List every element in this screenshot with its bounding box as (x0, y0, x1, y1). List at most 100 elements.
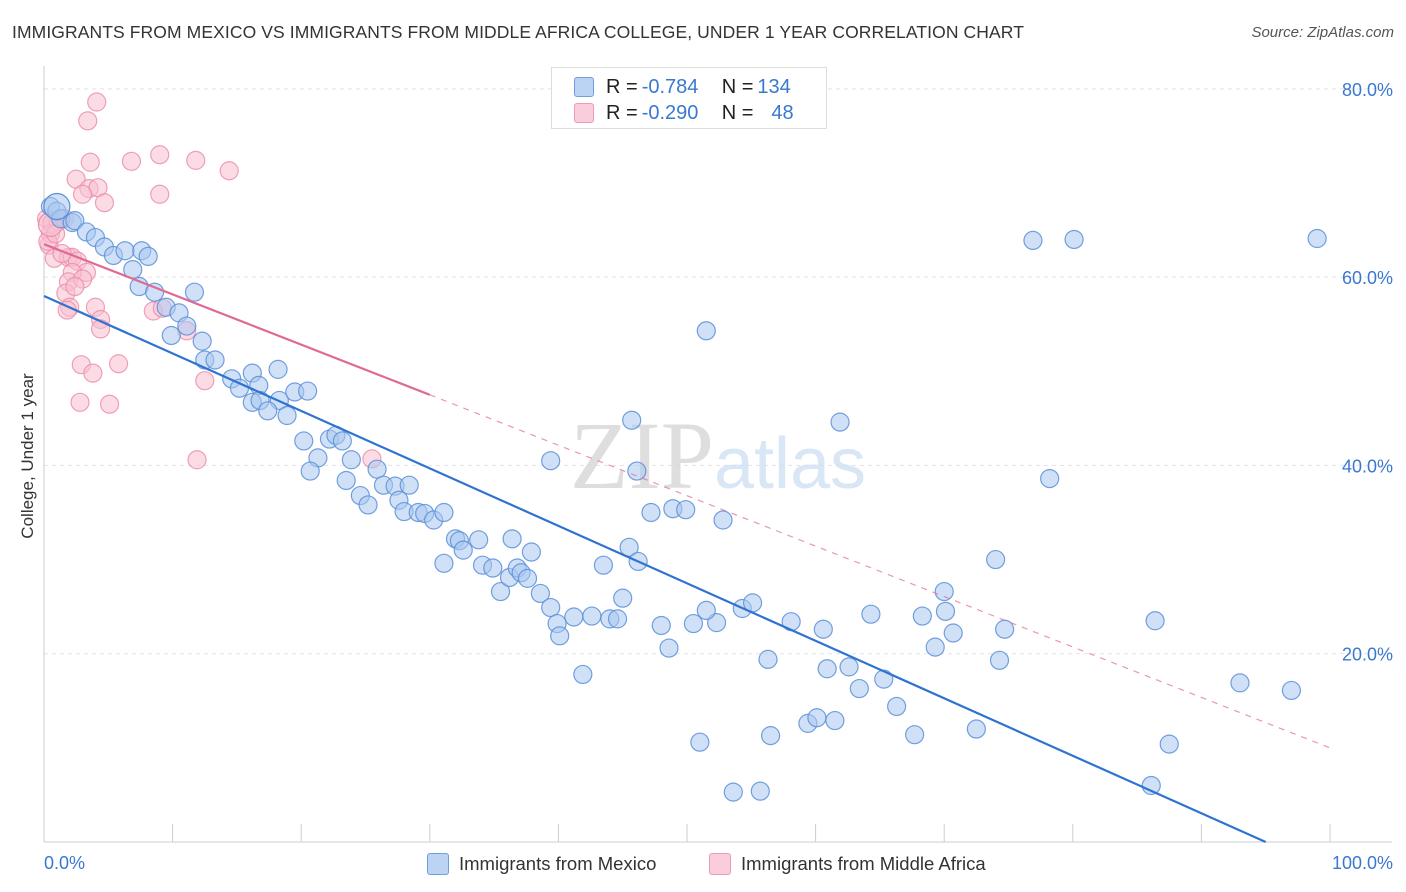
legend-r-value: -0.784 (641, 75, 699, 98)
data-point-mexico (192, 331, 212, 351)
data-point-africa (121, 151, 142, 171)
data-point-mexico (861, 604, 881, 624)
data-point-mexico (627, 461, 647, 481)
legend-n-label: N = (721, 101, 754, 124)
grid-lines (44, 88, 1392, 655)
data-point-mexico (336, 470, 356, 491)
data-point-africa (65, 276, 85, 297)
legend-item-mexico: Immigrants from Mexico (427, 852, 656, 876)
legend-n-value: 48 (771, 101, 794, 124)
data-point-mexico (943, 623, 963, 643)
data-point-mexico (115, 241, 135, 261)
y-tick-label: 40.0% (1342, 456, 1393, 476)
data-point-africa (78, 111, 98, 131)
data-point-mexico (434, 502, 454, 523)
data-point-mexico (935, 601, 956, 621)
data-point-mexico (65, 211, 85, 231)
data-point-africa (87, 92, 107, 112)
series-middle-africa (36, 92, 382, 470)
data-point-africa (186, 150, 206, 170)
y-tick-label: 60.0% (1342, 268, 1393, 288)
legend-item-africa: Immigrants from Middle Africa (709, 852, 986, 876)
data-point-mexico (825, 710, 845, 731)
data-point-africa (70, 392, 90, 412)
data-point-mexico (502, 529, 522, 549)
trend-line-africa (43, 243, 431, 396)
data-point-mexico (934, 581, 954, 602)
legend-row-africa: R = -0.290 N = 48 (574, 100, 794, 126)
data-point-mexico (723, 782, 743, 802)
data-point-mexico (332, 431, 352, 451)
data-point-mexico (399, 475, 419, 495)
data-point-mexico (817, 659, 837, 679)
data-point-mexico (453, 540, 473, 560)
data-point-africa (90, 319, 111, 339)
data-point-mexico (641, 502, 661, 523)
data-point-africa (83, 363, 103, 383)
data-point-africa (94, 193, 115, 213)
data-point-mexico (367, 459, 387, 479)
data-point-mexico (887, 696, 907, 717)
data-point-africa (187, 450, 207, 470)
data-point-mexico (986, 549, 1006, 570)
data-point-mexico (813, 619, 833, 639)
legend-swatch-mexico (574, 77, 594, 97)
data-point-mexico (550, 626, 570, 646)
legend-label-mexico: Immigrants from Mexico (459, 853, 657, 874)
data-point-mexico (541, 451, 561, 471)
data-point-mexico (849, 678, 869, 699)
data-point-mexico (1159, 734, 1179, 754)
y-tick-label: 20.0% (1342, 645, 1393, 665)
data-point-mexico (258, 401, 278, 421)
watermark: ZIPatlas (570, 402, 866, 509)
legend-r-value: -0.290 (641, 101, 699, 124)
data-point-mexico (905, 725, 925, 745)
data-point-mexico (839, 657, 859, 677)
data-point-africa (72, 184, 93, 204)
data-point-mexico (912, 606, 932, 626)
legend-label-africa: Immigrants from Middle Africa (741, 853, 986, 874)
data-point-mexico (696, 321, 716, 341)
x-tick-labels: 0.0% 100.0% (44, 853, 1393, 873)
data-point-mexico (434, 553, 454, 573)
data-point-mexico (1040, 468, 1060, 489)
data-point-mexico (690, 732, 710, 752)
data-point-mexico (298, 381, 318, 401)
y-tick-label: 80.0% (1342, 80, 1393, 100)
data-point-mexico (184, 282, 205, 302)
trend-lines (43, 243, 1331, 844)
data-point-mexico (750, 781, 770, 801)
data-point-mexico (1064, 229, 1084, 250)
source-note: Source: ZipAtlas.com (1251, 24, 1394, 41)
data-point-mexico (925, 637, 945, 657)
data-point-mexico (989, 650, 1010, 670)
data-point-mexico (683, 613, 704, 634)
data-point-mexico (1230, 673, 1250, 693)
y-tick-labels: 20.0% 40.0% 60.0% 80.0% (1342, 80, 1393, 665)
legend-swatch-africa (709, 853, 731, 875)
chart-title: IMMIGRANTS FROM MEXICO VS IMMIGRANTS FRO… (12, 22, 1024, 42)
data-point-mexico (760, 726, 781, 746)
data-point-mexico (1023, 230, 1043, 251)
data-point-mexico (830, 412, 850, 432)
data-point-mexico (300, 461, 320, 481)
x-tick-label: 0.0% (44, 853, 85, 873)
data-point-mexico (205, 350, 225, 370)
trend-line-africa-dashed (429, 394, 1331, 749)
stats-legend: R = -0.784 N = 134 R = -0.290 N = 48 (551, 67, 827, 129)
data-point-mexico (966, 719, 986, 739)
data-point-africa (195, 371, 215, 391)
legend-row-mexico: R = -0.784 N = 134 (574, 74, 791, 100)
data-point-mexico (874, 669, 894, 689)
data-point-mexico (277, 405, 297, 426)
data-point-africa (219, 161, 239, 181)
data-point-mexico (268, 359, 288, 379)
data-point-mexico (1281, 680, 1302, 701)
data-point-mexico (696, 600, 716, 621)
data-point-mexico (138, 246, 158, 267)
data-point-mexico (659, 638, 679, 658)
data-point-mexico (1307, 228, 1327, 249)
data-point-mexico (541, 597, 561, 618)
data-point-mexico (593, 555, 614, 575)
